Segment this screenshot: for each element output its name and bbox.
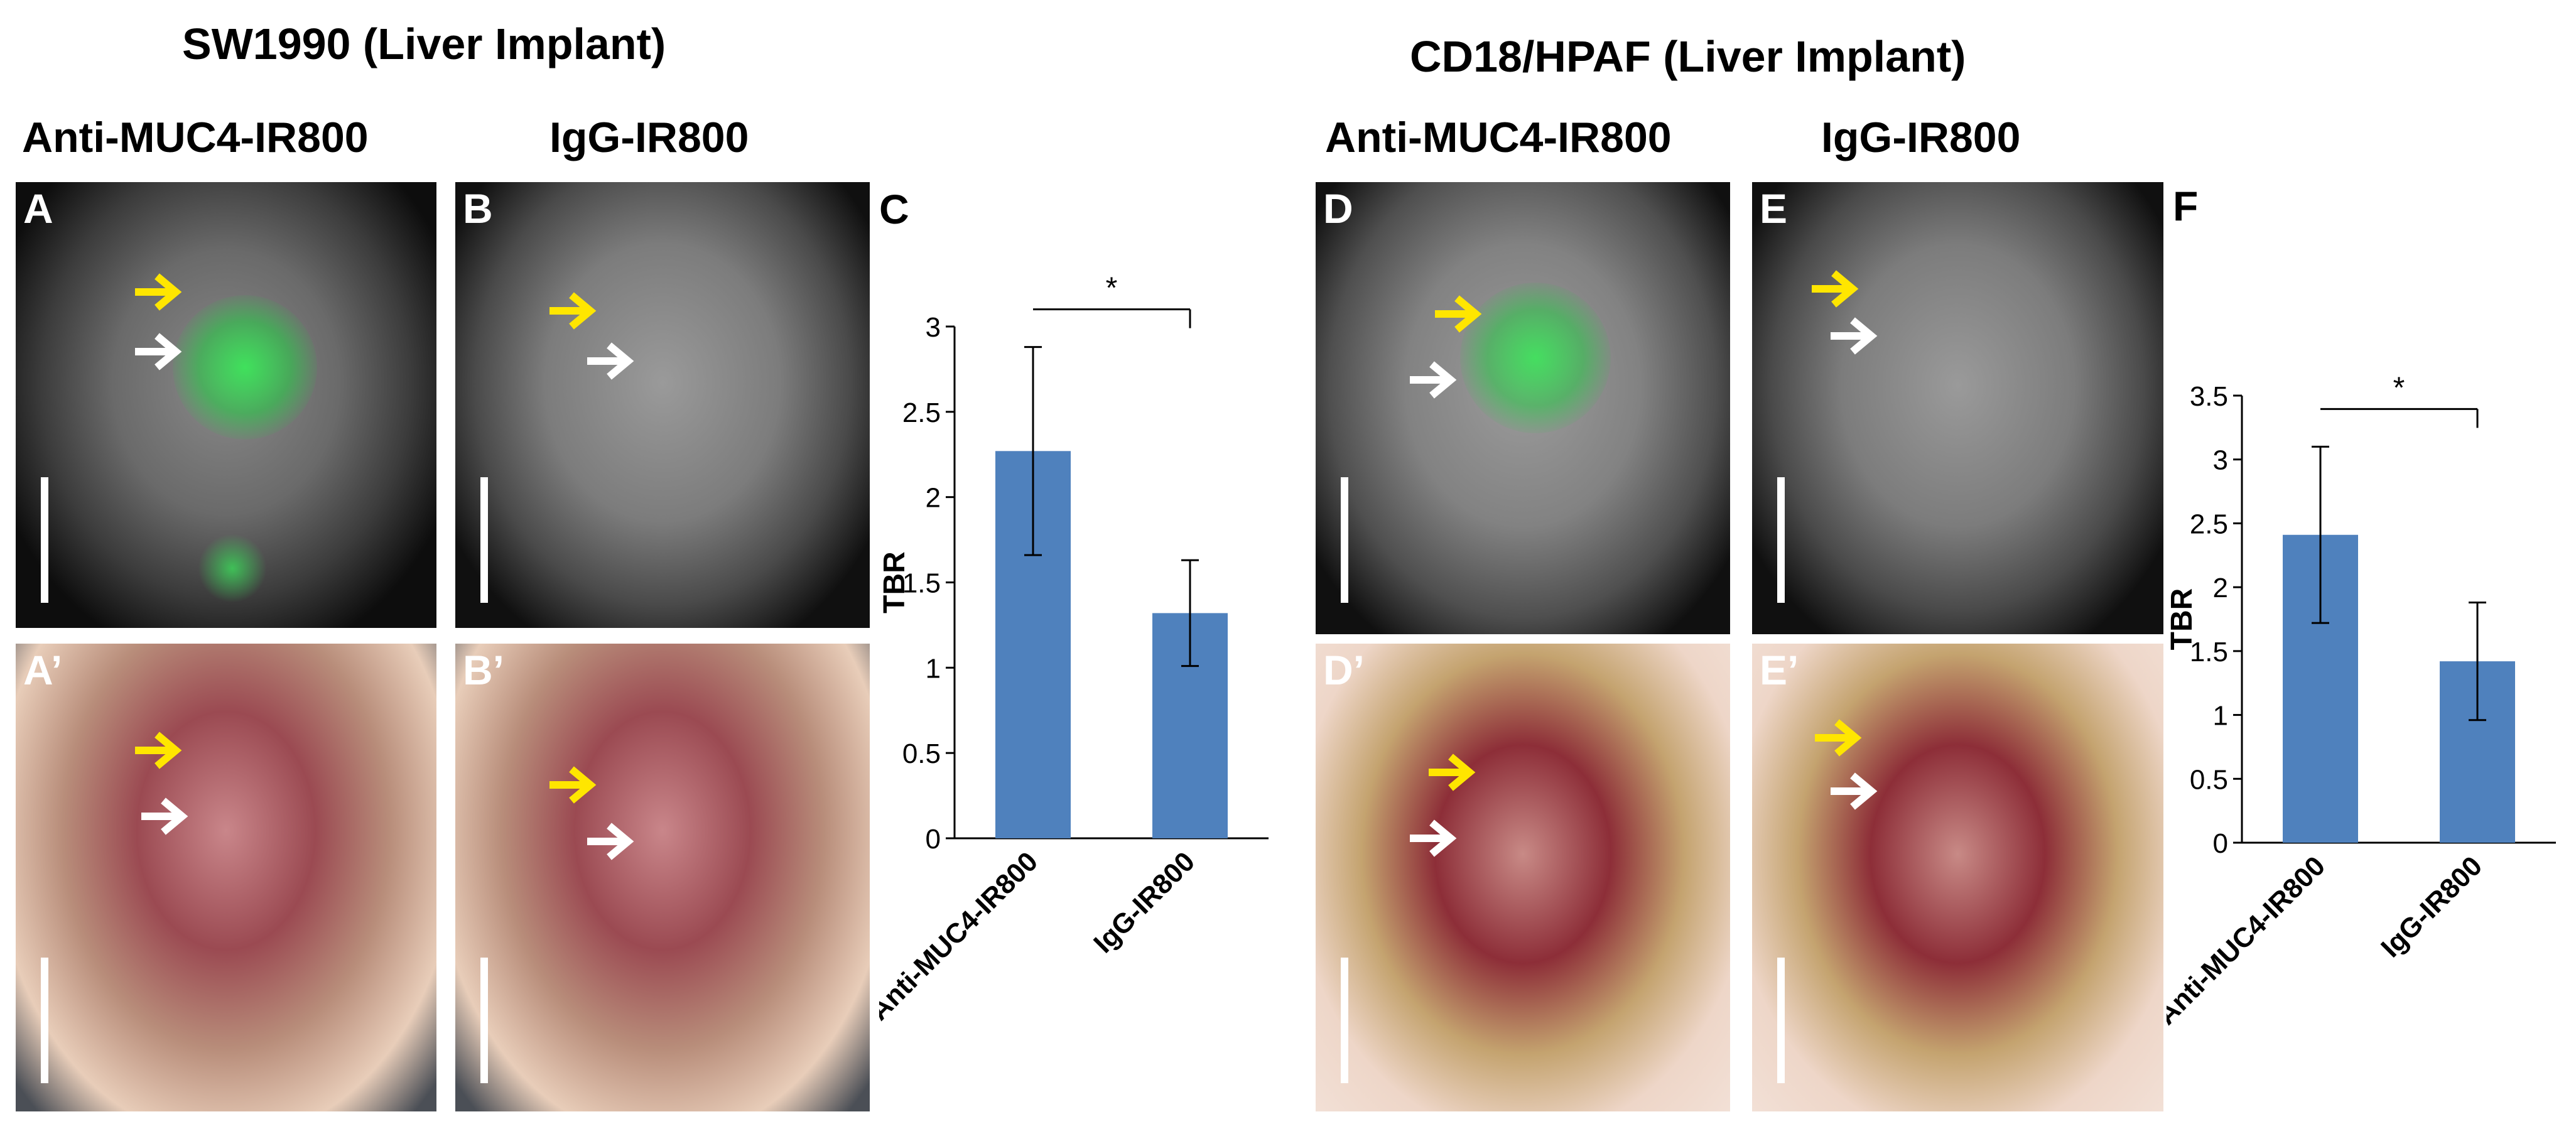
arrows-overlay bbox=[549, 766, 634, 860]
panel-b-prime-color-image: B’ bbox=[455, 644, 870, 1111]
scale-bar bbox=[1341, 477, 1348, 603]
panel-a-prime-color-image: A’ bbox=[16, 644, 436, 1111]
y-tick-label: 3.5 bbox=[2190, 381, 2228, 412]
y-tick-label: 2 bbox=[2213, 573, 2228, 603]
panel-label-a: A bbox=[23, 185, 53, 232]
group-title-sw1990: SW1990 (Liver Implant) bbox=[182, 19, 666, 68]
arrows-overlay bbox=[1410, 754, 1476, 857]
arrows-overlay bbox=[1815, 719, 1878, 810]
scale-bar bbox=[480, 958, 488, 1083]
y-tick-label: 2.5 bbox=[2190, 509, 2228, 539]
y-tick-label: 1 bbox=[2213, 701, 2228, 732]
scale-bar bbox=[1341, 958, 1348, 1083]
arrows-overlay bbox=[549, 292, 634, 380]
white-arrow-icon bbox=[1410, 819, 1457, 857]
panel-label-c: C bbox=[879, 186, 909, 232]
panel-label-d-prime: D’ bbox=[1323, 647, 1365, 693]
arrows-overlay bbox=[1410, 295, 1482, 399]
yellow-arrow-icon bbox=[1812, 270, 1859, 308]
yellow-arrow-icon bbox=[549, 766, 597, 804]
category-label: IgG-IR800 bbox=[2375, 850, 2488, 963]
y-tick-label: 0.5 bbox=[2190, 764, 2228, 795]
white-arrow-icon bbox=[141, 797, 188, 835]
scale-bar bbox=[41, 958, 48, 1083]
tumor-fluorescence-spot bbox=[1460, 283, 1611, 433]
y-tick-label: 0.5 bbox=[902, 738, 941, 769]
y-axis-label: TBR bbox=[2167, 588, 2199, 651]
scale-bar bbox=[1777, 958, 1785, 1083]
category-label: Anti-MUC4-IR800 bbox=[2167, 850, 2331, 1030]
panel-label-a-prime: A’ bbox=[23, 647, 63, 693]
group-title-cd18-hpaf: CD18/HPAF (Liver Implant) bbox=[1410, 32, 1966, 81]
y-tick-label: 3 bbox=[2213, 445, 2228, 476]
white-arrow-icon bbox=[1831, 772, 1878, 810]
col-title-anti-muc4-right: Anti-MUC4-IR800 bbox=[1325, 114, 1672, 161]
y-tick-label: 0 bbox=[926, 824, 941, 855]
panel-d-fluorescence-image: D bbox=[1316, 182, 1730, 634]
y-tick-label: 0 bbox=[2213, 828, 2228, 859]
panel-label-b-prime: B’ bbox=[463, 647, 504, 693]
y-tick-label: 3 bbox=[926, 312, 941, 343]
col-title-igg-right: IgG-IR800 bbox=[1821, 114, 2021, 161]
scale-bar bbox=[41, 477, 48, 603]
chart-f: 0 0.5 1 1.5 2 2.5 3 3.5 TBR Anti-MUC4-IR800 IgG-IR… bbox=[2167, 371, 2556, 1030]
col-title-igg-left: IgG-IR800 bbox=[549, 114, 749, 161]
scale-bar bbox=[480, 477, 488, 603]
panel-label-b: B bbox=[463, 185, 493, 232]
yellow-arrow-icon bbox=[1429, 754, 1476, 791]
panel-label-e: E bbox=[1760, 185, 1788, 232]
white-arrow-icon bbox=[1831, 317, 1878, 355]
yellow-arrow-icon bbox=[1435, 295, 1482, 333]
yellow-arrow-icon bbox=[1815, 719, 1862, 757]
panel-label-f: F bbox=[2173, 183, 2199, 229]
significance-star: * bbox=[1106, 272, 1118, 305]
significance-star: * bbox=[2393, 371, 2405, 404]
arrows-overlay bbox=[135, 273, 182, 370]
panel-b-fluorescence-image: B bbox=[455, 182, 870, 628]
category-label: Anti-MUC4-IR800 bbox=[879, 846, 1044, 1026]
arrows-overlay bbox=[135, 732, 188, 835]
panel-d-prime-color-image: D’ bbox=[1316, 644, 1730, 1111]
y-tick-label: 2 bbox=[926, 483, 941, 514]
white-arrow-icon bbox=[1410, 361, 1457, 399]
y-tick-label: 1.5 bbox=[2190, 637, 2228, 667]
yellow-arrow-icon bbox=[549, 292, 597, 330]
panel-a-fluorescence-image: A bbox=[16, 182, 436, 628]
y-tick-label: 1.5 bbox=[902, 568, 941, 599]
y-tick-label: 2.5 bbox=[902, 397, 941, 428]
tumor-fluorescence-spot bbox=[173, 295, 317, 440]
panel-label-d: D bbox=[1323, 185, 1353, 232]
panel-e-fluorescence-image: E bbox=[1752, 182, 2163, 634]
panel-label-e-prime: E’ bbox=[1760, 647, 1799, 693]
category-label: IgG-IR800 bbox=[1088, 846, 1201, 959]
white-arrow-icon bbox=[135, 333, 182, 370]
yellow-arrow-icon bbox=[135, 732, 182, 769]
col-title-anti-muc4-left: Anti-MUC4-IR800 bbox=[22, 114, 369, 161]
y-axis-label: TBR bbox=[879, 551, 911, 613]
white-arrow-icon bbox=[587, 823, 634, 860]
arrows-overlay bbox=[1812, 270, 1878, 355]
scale-bar bbox=[1777, 477, 1785, 603]
white-arrow-icon bbox=[587, 342, 634, 380]
chart-c: 0 0.5 1 1.5 2 2.5 3 TBR Anti-MUC4-IR800 IgG-IR800… bbox=[879, 272, 1269, 1026]
yellow-arrow-icon bbox=[135, 273, 182, 311]
y-tick-label: 1 bbox=[926, 653, 941, 684]
bladder-fluorescence-spot bbox=[198, 534, 267, 603]
panel-e-prime-color-image: E’ bbox=[1752, 644, 2163, 1111]
